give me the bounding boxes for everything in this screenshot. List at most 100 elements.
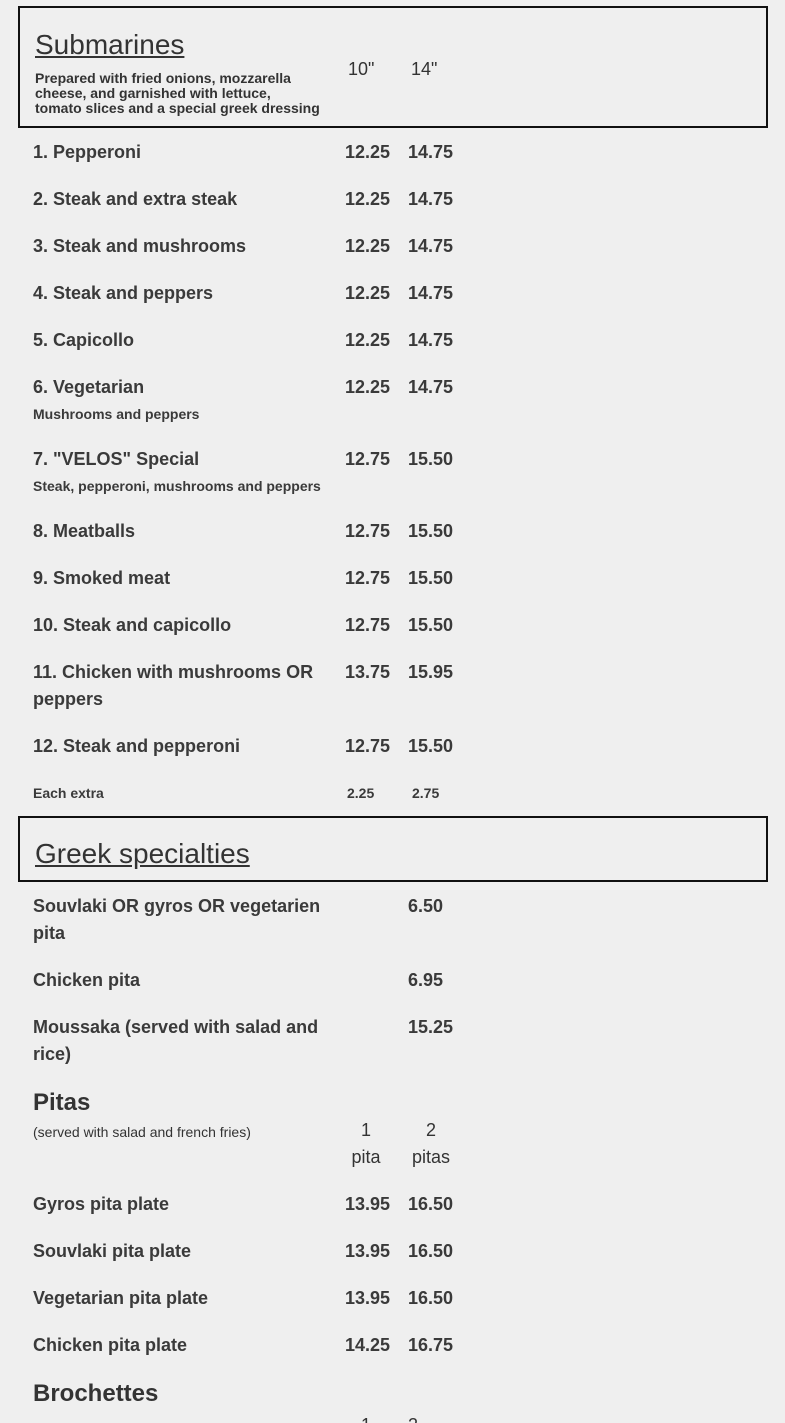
menu-item: 12. Steak and pepperoni 12.75 15.50 — [0, 733, 785, 760]
item-cell: Gyros pita plate — [0, 1191, 345, 1218]
item-price: 16.50 — [408, 1241, 454, 1261]
column-label: 2 pitas — [411, 1120, 451, 1167]
menu-item: 4. Steak and peppers 12.25 14.75 — [0, 280, 785, 307]
menu-item: 8. Meatballs 12.75 15.50 — [0, 518, 785, 545]
item-price: 12.25 — [345, 330, 391, 350]
item-price: 6.95 — [408, 970, 444, 990]
item-price: 12.25 — [345, 283, 391, 303]
item-cell: 11. Chicken with mushrooms OR peppers — [0, 659, 345, 713]
section-title: Submarines — [35, 29, 185, 60]
item-note: Steak, pepperoni, mushrooms and peppers — [33, 478, 321, 494]
item-cell: 2. Steak and extra steak — [0, 186, 345, 213]
item-cell: 3. Steak and mushrooms — [0, 233, 345, 260]
item-price: 15.50 — [408, 615, 454, 635]
item-cell: Vegetarian pita plate — [0, 1285, 345, 1312]
item-cell: 7. "VELOS" Special Steak, pepperoni, mush… — [0, 446, 345, 498]
item-price: 15.50 — [408, 736, 454, 756]
item-price: 12.25 — [345, 142, 391, 162]
item-cell: 12. Steak and pepperoni — [0, 733, 345, 760]
item-price: 12.25 — [345, 189, 391, 209]
item-price: 15.50 — [408, 449, 454, 469]
item-name: 8. Meatballs — [33, 521, 136, 541]
item-price: 15.50 — [408, 521, 454, 541]
item-name: 6. Vegetarian — [33, 377, 145, 397]
size-label: 10" — [348, 59, 375, 79]
item-price: 16.50 — [408, 1288, 454, 1308]
item-name: Souvlaki pita plate — [33, 1241, 192, 1261]
item-price: 12.75 — [345, 521, 391, 541]
item-list: Souvlaki OR gyros OR vegetarien pita 6.50… — [0, 893, 785, 1068]
item-price: 14.75 — [408, 189, 454, 209]
item-price: 12.25 — [345, 236, 391, 256]
menu-item: 7. "VELOS" Special Steak, pepperoni, mush… — [0, 446, 785, 498]
item-name: 11. Chicken with mushrooms OR peppers — [33, 662, 314, 709]
item-price: 16.50 — [408, 1194, 454, 1214]
section-description: Prepared with fried onions, mozzarella c… — [35, 70, 320, 116]
section-header: Greek specialties — [18, 816, 768, 882]
item-note: Mushrooms and peppers — [33, 406, 200, 422]
item-name: 2. Steak and extra steak — [33, 189, 238, 209]
item-cell: 4. Steak and peppers — [0, 280, 345, 307]
column-label: 1 pita — [351, 1120, 381, 1167]
item-name: Chicken pita plate — [33, 1335, 188, 1355]
section-title: Brochettes — [33, 1380, 159, 1407]
menu-item: Souvlaki OR gyros OR vegetarien pita 6.50 — [0, 893, 785, 947]
item-name: 12. Steak and pepperoni — [33, 736, 241, 756]
item-price: 12.75 — [345, 736, 391, 756]
item-name: Each extra — [33, 785, 104, 801]
menu-item: Souvlaki pita plate 13.95 16.50 — [0, 1238, 785, 1265]
item-price: 2.75 — [412, 785, 440, 801]
item-cell: 5. Capicollo — [0, 327, 345, 354]
section-title: Greek specialties — [35, 838, 250, 869]
item-cell: 1. Pepperoni — [0, 139, 345, 166]
column-label: 1 stick — [345, 1412, 387, 1423]
item-cell: Each extra — [0, 780, 345, 807]
menu-item: Gyros pita plate 13.95 16.50 — [0, 1191, 785, 1218]
menu-item: Each extra 2.25 2.75 — [0, 780, 785, 807]
item-price: 14.75 — [408, 377, 454, 397]
section-header: Submarines Prepared with fried onions, m… — [18, 6, 768, 128]
menu-item: 10. Steak and capicollo 12.75 15.50 — [0, 612, 785, 639]
item-price: 13.95 — [345, 1288, 391, 1308]
spacer — [345, 893, 408, 947]
item-cell: Moussaka (served with salad and rice) — [0, 1014, 345, 1068]
item-name: Vegetarian pita plate — [33, 1288, 209, 1308]
item-price: 12.75 — [345, 615, 391, 635]
menu-item: Vegetarian pita plate 13.95 16.50 — [0, 1285, 785, 1312]
item-cell: 10. Steak and capicollo — [0, 612, 345, 639]
item-name: 9. Smoked meat — [33, 568, 171, 588]
item-cell: 8. Meatballs — [0, 518, 345, 545]
item-name: 7. "VELOS" Special — [33, 449, 200, 469]
size-label: 14" — [411, 59, 438, 79]
section-title: Pitas — [33, 1089, 91, 1116]
item-price: 13.95 — [345, 1194, 391, 1214]
item-name: 3. Steak and mushrooms — [33, 236, 247, 256]
item-name: Souvlaki OR gyros OR vegetarien pita — [33, 896, 321, 943]
item-list: Gyros pita plate 13.95 16.50 Souvlaki pita … — [0, 1191, 785, 1359]
column-header: 1 stick 2 sticks — [0, 1412, 785, 1423]
menu-item: 1. Pepperoni 12.25 14.75 — [0, 139, 785, 166]
item-price: 12.25 — [345, 377, 391, 397]
item-cell: Chicken pita — [0, 967, 345, 994]
menu-item: Moussaka (served with salad and rice) 15.… — [0, 1014, 785, 1068]
menu-item: 5. Capicollo 12.25 14.75 — [0, 327, 785, 354]
item-price: 13.95 — [345, 1241, 391, 1261]
item-price: 14.75 — [408, 236, 454, 256]
item-price: 16.75 — [408, 1335, 454, 1355]
item-price: 14.75 — [408, 330, 454, 350]
item-name: Chicken pita — [33, 970, 141, 990]
item-price: 2.25 — [347, 785, 375, 801]
item-name: 5. Capicollo — [33, 330, 135, 350]
item-price: 14.75 — [408, 283, 454, 303]
item-price: 12.75 — [345, 568, 391, 588]
item-cell: Souvlaki OR gyros OR vegetarien pita — [0, 893, 345, 947]
menu-item: 11. Chicken with mushrooms OR peppers 13.… — [0, 659, 785, 713]
section-note: (served with salad and french fries) — [33, 1124, 251, 1140]
menu-item: 6. Vegetarian Mushrooms and peppers 12.25 1… — [0, 374, 785, 426]
item-cell: Souvlaki pita plate — [0, 1238, 345, 1265]
item-name: Moussaka (served with salad and rice) — [33, 1017, 319, 1064]
item-price: 14.75 — [408, 142, 454, 162]
item-price: 6.50 — [408, 896, 444, 916]
